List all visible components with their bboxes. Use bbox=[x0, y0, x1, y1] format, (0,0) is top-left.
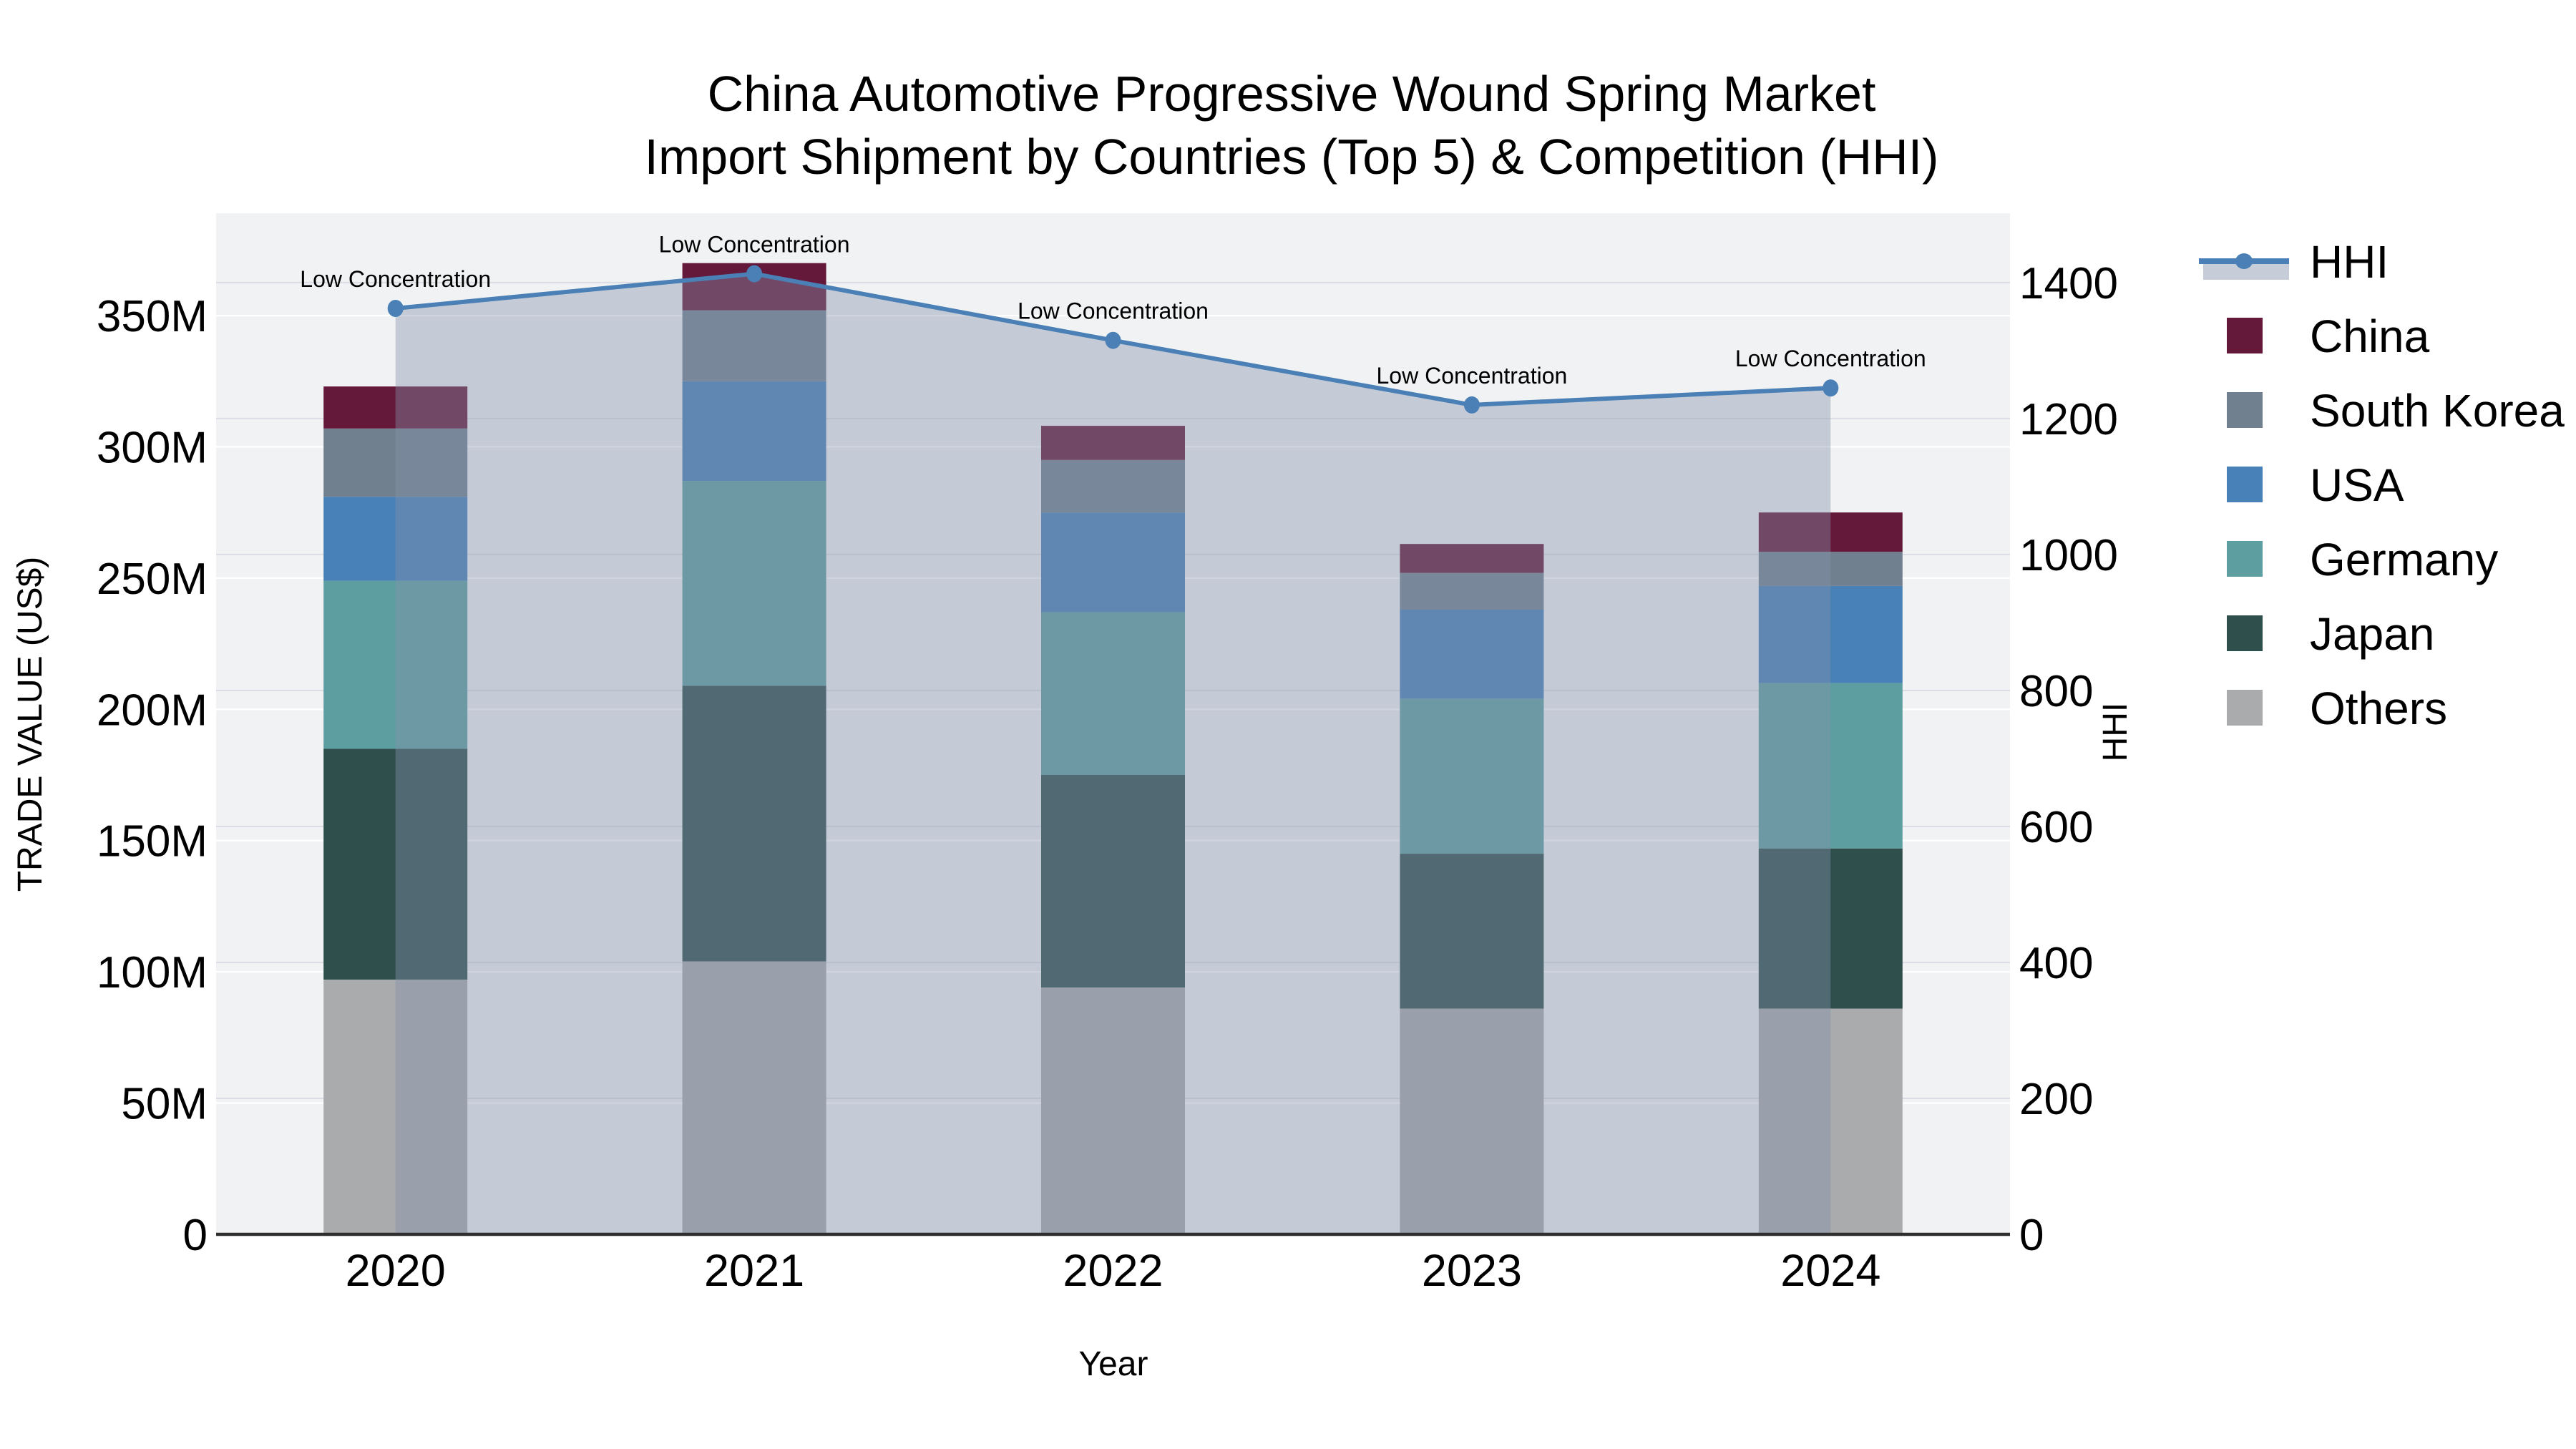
chart-title-line1: China Automotive Progressive Wound Sprin… bbox=[708, 66, 1876, 122]
y-right-tick-label: 1000 bbox=[2019, 531, 2118, 580]
y-right-tick-label: 1200 bbox=[2019, 395, 2118, 444]
bar-segment-others-2023 bbox=[1400, 1008, 1544, 1234]
x-tick-label-2024: 2024 bbox=[1780, 1246, 1880, 1296]
x-tick-label-2023: 2023 bbox=[1422, 1246, 1522, 1296]
legend-item-others[interactable]: Others bbox=[2227, 683, 2447, 734]
bar-segment-south-korea-2020 bbox=[323, 428, 468, 497]
legend-swatch-japan bbox=[2227, 615, 2263, 651]
hhi-marker-2020 bbox=[387, 300, 404, 317]
legend-label-south-korea: South Korea bbox=[2310, 385, 2565, 436]
chart-title-line2: Import Shipment by Countries (Top 5) & C… bbox=[645, 129, 1939, 185]
bar-segment-germany-2022 bbox=[1041, 612, 1185, 775]
legend-item-china[interactable]: China bbox=[2227, 311, 2430, 362]
legend-label-japan: Japan bbox=[2310, 608, 2434, 660]
bar-segment-south-korea-2023 bbox=[1400, 572, 1544, 610]
bar-segment-japan-2020 bbox=[323, 748, 468, 980]
bar-segment-germany-2023 bbox=[1400, 698, 1544, 854]
bar-segment-usa-2020 bbox=[323, 497, 468, 581]
hhi-marker-2023 bbox=[1463, 396, 1480, 414]
annotation-low-concentration-2022: Low Concentration bbox=[1018, 298, 1209, 324]
bar-segment-south-korea-2022 bbox=[1041, 459, 1185, 513]
legend-swatch-south-korea bbox=[2227, 392, 2263, 428]
legend-item-germany[interactable]: Germany bbox=[2227, 534, 2498, 585]
legend-swatch-usa bbox=[2227, 467, 2263, 502]
legend-label-others: Others bbox=[2310, 683, 2447, 734]
bar-segment-others-2020 bbox=[323, 980, 468, 1234]
annotation-low-concentration-2020: Low Concentration bbox=[300, 266, 491, 292]
legend-label-germany: Germany bbox=[2310, 534, 2498, 585]
legend-item-hhi[interactable]: HHI bbox=[2199, 236, 2389, 288]
y-left-tick-label: 100M bbox=[97, 948, 208, 997]
hhi-marker-2022 bbox=[1105, 331, 1121, 349]
legend-hhi-marker-icon bbox=[2235, 253, 2253, 269]
bar-segment-others-2021 bbox=[682, 961, 826, 1234]
y-left-tick-label: 250M bbox=[97, 555, 208, 604]
annotation-low-concentration-2023: Low Concentration bbox=[1376, 363, 1567, 389]
hhi-marker-2024 bbox=[1823, 379, 1839, 397]
y-right-tick-label: 600 bbox=[2019, 803, 2093, 852]
legend-label-usa: USA bbox=[2310, 459, 2404, 511]
annotation-low-concentration-2024: Low Concentration bbox=[1735, 346, 1926, 371]
legend-item-south-korea[interactable]: South Korea bbox=[2227, 385, 2565, 436]
bar-segment-china-2022 bbox=[1041, 426, 1185, 460]
bar-segment-others-2024 bbox=[1758, 1008, 1903, 1234]
x-tick-label-2022: 2022 bbox=[1063, 1246, 1163, 1296]
bar-segment-germany-2020 bbox=[323, 580, 468, 749]
bar-segment-usa-2022 bbox=[1041, 512, 1185, 613]
bar-segment-germany-2024 bbox=[1758, 683, 1903, 849]
bar-segment-china-2023 bbox=[1400, 544, 1544, 573]
legend-swatch-china bbox=[2227, 318, 2263, 353]
x-tick-label-2020: 2020 bbox=[346, 1246, 446, 1296]
legend-swatch-others bbox=[2227, 690, 2263, 726]
bar-segment-china-2024 bbox=[1758, 512, 1903, 552]
x-tick-label-2021: 2021 bbox=[704, 1246, 804, 1296]
bar-segment-usa-2021 bbox=[682, 381, 826, 482]
bar-segment-japan-2021 bbox=[682, 686, 826, 962]
y-left-tick-label: 50M bbox=[121, 1080, 208, 1129]
y-left-tick-label: 150M bbox=[97, 817, 208, 867]
legend-item-japan[interactable]: Japan bbox=[2227, 608, 2434, 660]
bar-segment-japan-2023 bbox=[1400, 854, 1544, 1009]
y-right-tick-label: 800 bbox=[2019, 667, 2093, 716]
y-left-axis-title: TRADE VALUE (US$) bbox=[11, 557, 49, 892]
bar-segment-germany-2021 bbox=[682, 481, 826, 686]
bar-segment-japan-2024 bbox=[1758, 848, 1903, 1009]
legend-swatch-germany bbox=[2227, 541, 2263, 577]
y-left-tick-label: 350M bbox=[97, 292, 208, 341]
y-right-tick-label: 1400 bbox=[2019, 259, 2118, 308]
x-axis-title: Year bbox=[1079, 1345, 1148, 1383]
legend-label-hhi: HHI bbox=[2310, 236, 2389, 288]
y-left-tick-label: 300M bbox=[97, 424, 208, 473]
y-right-tick-label: 200 bbox=[2019, 1075, 2093, 1124]
y-right-tick-label: 400 bbox=[2019, 939, 2093, 988]
bar-segment-others-2022 bbox=[1041, 987, 1185, 1234]
bar-segment-south-korea-2024 bbox=[1758, 552, 1903, 586]
bar-segment-china-2020 bbox=[323, 386, 468, 429]
bar-segment-japan-2022 bbox=[1041, 775, 1185, 988]
bar-segment-usa-2024 bbox=[1758, 585, 1903, 683]
hhi-marker-2021 bbox=[746, 265, 763, 283]
y-right-tick-label: 0 bbox=[2019, 1211, 2044, 1260]
legend-label-china: China bbox=[2310, 311, 2430, 362]
legend-item-usa[interactable]: USA bbox=[2227, 459, 2404, 511]
hhi-area-fill bbox=[395, 273, 1831, 1235]
bar-segment-usa-2023 bbox=[1400, 609, 1544, 699]
y-left-tick-label: 200M bbox=[97, 686, 208, 735]
y-left-tick-label: 0 bbox=[183, 1211, 208, 1260]
annotation-low-concentration-2021: Low Concentration bbox=[659, 232, 850, 258]
bar-segment-south-korea-2021 bbox=[682, 310, 826, 381]
y-right-axis-title: HHI bbox=[2097, 703, 2135, 762]
